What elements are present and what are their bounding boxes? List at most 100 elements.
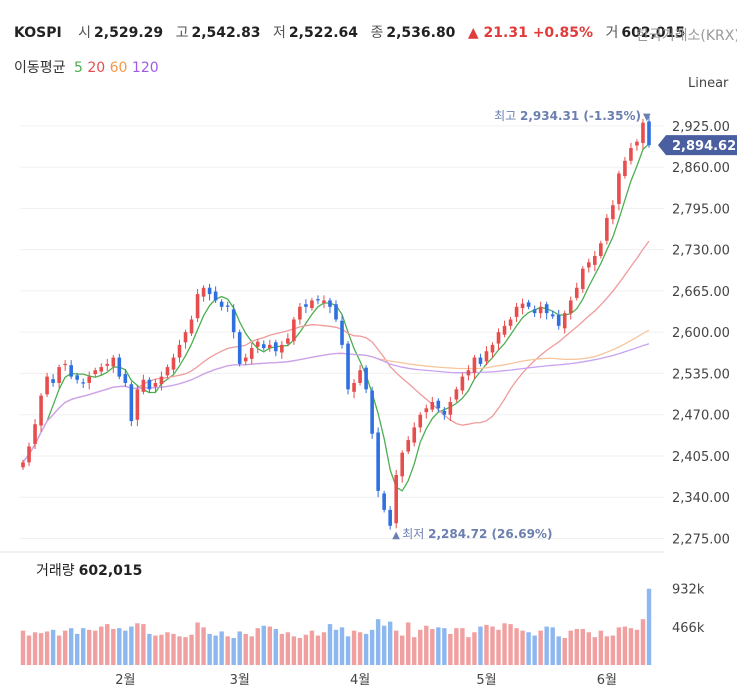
volume-bar (616, 627, 622, 665)
candle-body (635, 141, 639, 146)
candle-body (587, 262, 591, 268)
candle-body (593, 256, 597, 265)
volume-bar (279, 633, 285, 665)
candle-body (430, 402, 435, 410)
candle-body (63, 363, 67, 366)
candle-body (213, 291, 218, 301)
candle-body (267, 344, 272, 349)
candle-body (400, 452, 405, 477)
volume-bar (628, 628, 634, 665)
volume-bar (273, 629, 279, 665)
ma-60-line (22, 329, 650, 463)
volume-bar (123, 630, 128, 665)
x-tick-label: 6월 (597, 673, 617, 688)
volume-bar (237, 631, 242, 665)
candle-body (611, 205, 615, 220)
candle-body (520, 303, 525, 309)
volume-bar (189, 634, 194, 665)
volume-value: 602,015 (621, 25, 686, 41)
candle-body (412, 427, 417, 443)
candle-body (39, 395, 43, 426)
low-value: 2,522.64 (288, 25, 358, 41)
high-value: 2,542.83 (191, 25, 261, 41)
volume-bar (147, 633, 152, 665)
volume-bar (502, 623, 507, 665)
volume-bar (496, 629, 501, 665)
volume-bar (129, 626, 134, 665)
candle-body (442, 410, 447, 415)
y-tick-label: 2,730.00 (672, 244, 730, 259)
candle-body (183, 332, 188, 343)
volume-bar (568, 630, 573, 665)
volume-latest: 602,015 (78, 563, 143, 579)
candle-body (466, 370, 471, 376)
candle-body (406, 440, 411, 452)
candle-body (51, 379, 55, 383)
volume-bar (454, 628, 459, 665)
volume-bar (646, 588, 652, 665)
ma-5-label: 5 (73, 60, 83, 76)
y-tick-label: 2,860.00 (672, 161, 730, 176)
volume-bar (640, 619, 646, 665)
y-tick-label: 2,795.00 (672, 202, 730, 217)
volume-bar (538, 630, 543, 665)
candle-body (165, 367, 170, 376)
volume-bar (592, 637, 598, 665)
candle-body (568, 300, 573, 314)
volume-bar (550, 627, 555, 665)
candle-body (574, 287, 579, 298)
moving-average-legend[interactable]: 이동평균 5 20 60 120 (14, 57, 159, 77)
candle-body (111, 357, 116, 367)
candle-body (237, 332, 242, 364)
candle-body (370, 390, 374, 434)
volume-bar (520, 630, 525, 665)
candle-body (69, 365, 73, 377)
candle-body (490, 344, 495, 353)
volume-bar (183, 637, 188, 665)
candle-body (316, 299, 320, 301)
volume-bar (327, 624, 333, 665)
volume-bar (243, 633, 248, 665)
candle-body (484, 351, 489, 362)
volume-bar (339, 627, 345, 665)
current-price-label: 2,894.62 (672, 139, 736, 154)
volume-bar (87, 629, 92, 665)
scale-toggle-button[interactable]: Linear (688, 76, 729, 91)
high-label: 고 (175, 25, 189, 41)
y-tick-label: 2,600.00 (672, 326, 730, 341)
max-annotation: 최고 2,934.31 (-1.35%) (494, 109, 641, 123)
volume-bar (315, 635, 321, 665)
volume-bar (50, 629, 56, 665)
moving-average-label: 이동평균 (14, 60, 66, 76)
volume-bar (195, 622, 200, 665)
volume-bar (285, 632, 291, 665)
candle-body (21, 462, 25, 468)
candle-body (123, 374, 128, 383)
candle-body (322, 300, 326, 303)
open-label: 시 (78, 25, 92, 41)
candle-body (243, 357, 248, 362)
volume-bar (56, 635, 62, 665)
volume-bar (622, 626, 628, 665)
volume-bar (267, 626, 272, 665)
volume-bar (634, 629, 640, 665)
candle-body (57, 367, 61, 383)
volume-bar (68, 628, 74, 665)
candle-body (87, 376, 92, 383)
volume-bar (442, 628, 447, 665)
y-tick-label: 2,470.00 (672, 409, 730, 424)
candle-body (346, 343, 350, 390)
volume-bar (436, 627, 441, 665)
candle-body (159, 376, 164, 385)
x-tick-label: 4월 (350, 673, 370, 688)
volume-bar (400, 635, 405, 665)
volume-label: 거 (605, 25, 619, 41)
candle-body (292, 319, 296, 342)
volume-bar (255, 628, 260, 665)
candle-body (352, 382, 356, 392)
volume-bar (153, 635, 158, 665)
candle-body (454, 389, 459, 400)
volume-bar (20, 630, 26, 665)
candle-body (448, 402, 453, 415)
